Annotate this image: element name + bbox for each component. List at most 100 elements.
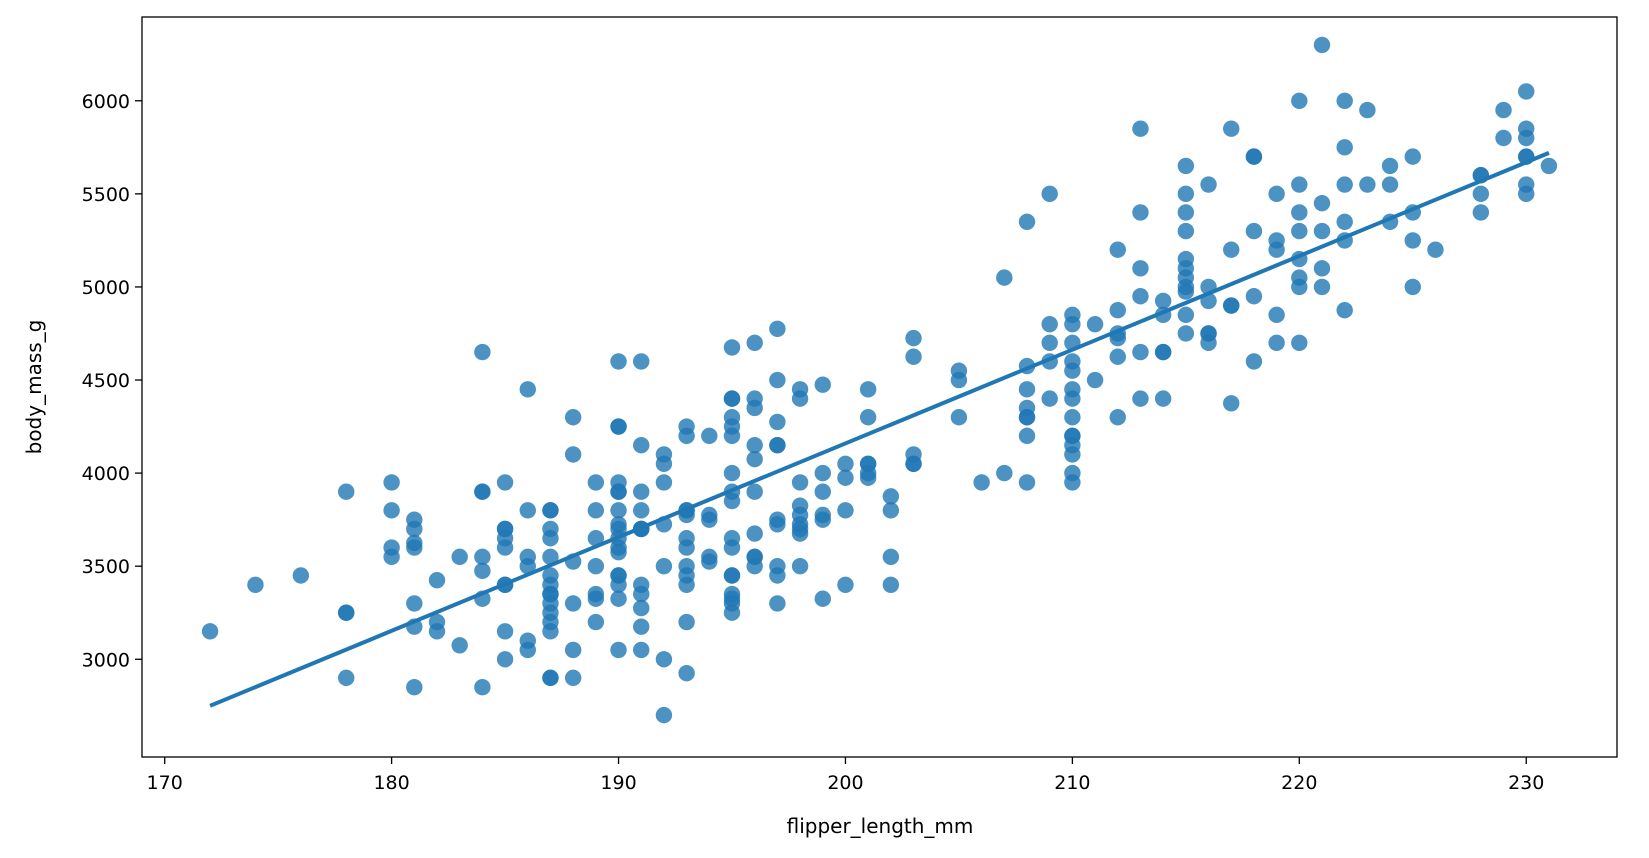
data-point (542, 548, 559, 566)
data-point (837, 502, 854, 519)
data-point (1064, 409, 1081, 426)
data-point (905, 329, 922, 347)
data-point (837, 469, 854, 486)
data-point (428, 623, 446, 640)
data-point (746, 483, 763, 500)
data-point (1154, 292, 1172, 310)
data-point (746, 436, 763, 454)
data-point (587, 474, 605, 491)
data-point (496, 539, 514, 556)
data-point (1018, 474, 1036, 491)
data-point (950, 409, 968, 426)
x-tick-label: 220 (1281, 772, 1317, 794)
data-point (587, 557, 605, 575)
x-tick-label: 210 (1054, 772, 1090, 794)
data-point (1177, 204, 1195, 221)
data-point (564, 595, 582, 612)
data-point (610, 353, 627, 370)
data-point (1313, 278, 1331, 296)
data-point (723, 390, 741, 407)
data-point (791, 390, 809, 407)
data-point (1109, 302, 1126, 319)
data-point (723, 464, 741, 482)
data-point (769, 595, 786, 612)
data-point (587, 613, 605, 631)
x-tick-label: 170 (147, 772, 183, 794)
data-point (769, 516, 786, 533)
data-point (1086, 315, 1104, 333)
data-point (1132, 204, 1149, 221)
data-point (655, 706, 673, 724)
data-point (723, 567, 741, 584)
data-point (1359, 176, 1376, 193)
data-point (1177, 157, 1195, 175)
data-point (383, 548, 400, 566)
data-point (338, 483, 355, 500)
data-point (474, 343, 491, 361)
data-point (1336, 176, 1353, 193)
x-axis-ticks: 170 180 190 200 210 220 230 (147, 757, 1544, 794)
y-axis-ticks: 3000 3500 4000 4500 5000 5500 6000 (82, 91, 142, 671)
data-point (859, 469, 877, 486)
data-point (474, 678, 491, 696)
data-point (1177, 222, 1195, 240)
data-point (610, 418, 627, 435)
data-point (655, 557, 673, 575)
data-point (564, 641, 582, 659)
data-point (1268, 241, 1285, 258)
data-point (406, 595, 423, 612)
y-tick-label: 3500 (82, 556, 130, 578)
data-point (791, 557, 809, 575)
data-point (1245, 222, 1263, 240)
y-tick-label: 5000 (82, 277, 130, 299)
data-point (1064, 390, 1081, 407)
data-point (201, 623, 219, 640)
data-point (746, 557, 763, 575)
data-point (1064, 474, 1081, 491)
data-point (723, 339, 741, 356)
data-point (474, 562, 491, 580)
data-point (247, 576, 264, 593)
data-point (769, 567, 786, 584)
data-point (610, 502, 627, 519)
data-point (1132, 120, 1149, 137)
data-point (406, 678, 423, 696)
x-tick-label: 190 (600, 772, 636, 794)
data-point (678, 665, 695, 682)
data-point (1336, 213, 1353, 230)
data-point (678, 539, 695, 556)
y-tick-label: 3000 (82, 649, 130, 671)
data-point (1041, 390, 1058, 407)
regression-line-group (209, 151, 1550, 708)
regression-line (209, 151, 1550, 708)
data-point (1336, 92, 1353, 109)
data-point (564, 409, 582, 426)
data-point (950, 371, 968, 389)
data-point (1336, 302, 1353, 319)
data-point (746, 450, 763, 468)
data-point (746, 525, 763, 542)
data-point (1064, 315, 1081, 333)
data-point (496, 474, 514, 491)
data-point (633, 502, 650, 519)
data-point (1427, 241, 1444, 258)
data-point (1109, 241, 1126, 258)
data-point (338, 669, 355, 687)
data-point (633, 599, 650, 617)
data-point (1041, 315, 1058, 333)
data-point (633, 483, 650, 500)
data-point (1313, 222, 1331, 240)
data-point (769, 371, 786, 389)
data-point (633, 641, 650, 659)
data-point (1041, 185, 1058, 203)
plot-area-frame (141, 16, 1618, 758)
data-point (519, 557, 536, 575)
data-point (1177, 283, 1195, 300)
x-tick-label: 180 (373, 772, 409, 794)
data-point (723, 492, 741, 510)
data-point (905, 455, 922, 472)
data-point (451, 548, 468, 566)
data-point (996, 269, 1013, 286)
